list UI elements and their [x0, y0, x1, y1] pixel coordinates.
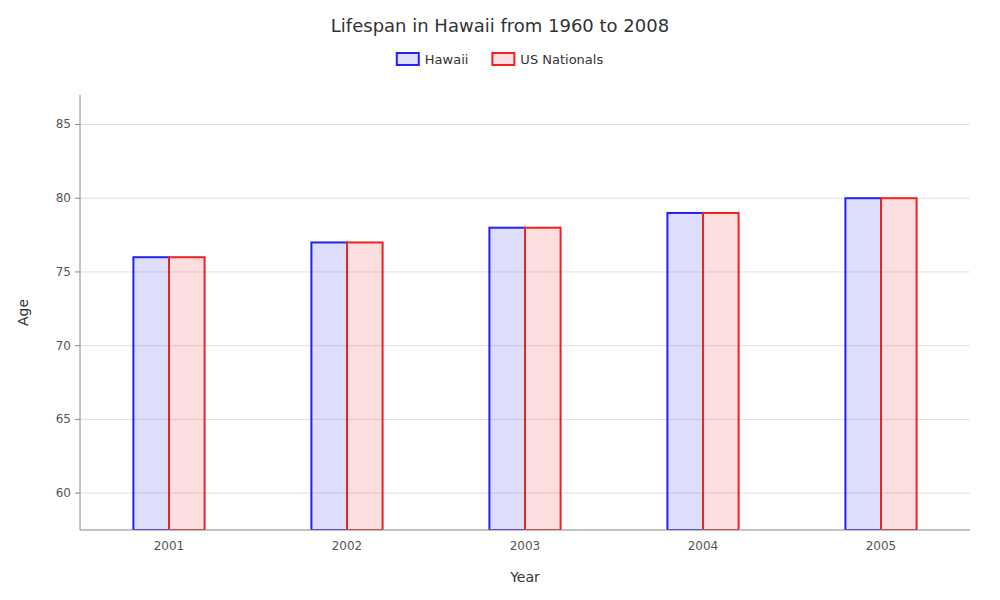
bar	[133, 257, 169, 530]
bar	[881, 198, 917, 530]
x-axis-label: Year	[509, 569, 540, 585]
legend-item: Hawaii	[397, 52, 469, 67]
tick-mark	[75, 345, 80, 346]
title: Lifespan in Hawaii from 1960 to 2008	[331, 15, 669, 36]
tick-label: 2004	[688, 539, 719, 553]
tick-label: 2005	[866, 539, 897, 553]
legend-label: Hawaii	[425, 52, 469, 67]
tick-label: 2002	[332, 539, 363, 553]
tick-label: 75	[56, 265, 71, 279]
grid-line	[80, 124, 970, 125]
bar	[525, 228, 561, 530]
bar	[489, 228, 525, 530]
bar	[169, 257, 205, 530]
tick-mark	[75, 124, 80, 125]
tick-label: 2001	[154, 539, 185, 553]
tick-label: 65	[56, 412, 71, 426]
tick-label: 85	[56, 117, 71, 131]
tick-mark	[75, 493, 80, 494]
y-axis: 60 65 70 75 80 85	[56, 95, 80, 530]
tick-label: 60	[56, 486, 71, 500]
background	[0, 0, 1000, 600]
tick-label: 2003	[510, 539, 541, 553]
axis-line	[80, 530, 970, 531]
tick-label: 70	[56, 339, 71, 353]
axis-line	[80, 95, 81, 530]
chart: 60 65 70 75 80 85 2001 2002 2003 2004 2005 Lifespan…	[0, 0, 1000, 600]
tick-mark	[75, 198, 80, 199]
chart-container: 60 65 70 75 80 85 2001 2002 2003 2004 2005 Lifespan…	[0, 0, 1000, 600]
y-axis-label: Age	[15, 299, 31, 326]
legend-swatch	[492, 53, 514, 65]
tick-mark	[75, 271, 80, 272]
legend-label: US Nationals	[520, 52, 603, 67]
tick-mark	[75, 419, 80, 420]
legend-item: US Nationals	[492, 52, 603, 67]
bar	[845, 198, 881, 530]
bar	[703, 213, 739, 530]
bar	[311, 242, 347, 530]
x-axis: 2001 2002 2003 2004 2005	[80, 530, 970, 553]
bar	[667, 213, 703, 530]
legend: Hawaii US Nationals	[397, 52, 604, 67]
bar	[347, 242, 383, 530]
grid-line	[80, 198, 970, 199]
tick-label: 80	[56, 191, 71, 205]
bars	[133, 198, 916, 530]
legend-swatch	[397, 53, 419, 65]
